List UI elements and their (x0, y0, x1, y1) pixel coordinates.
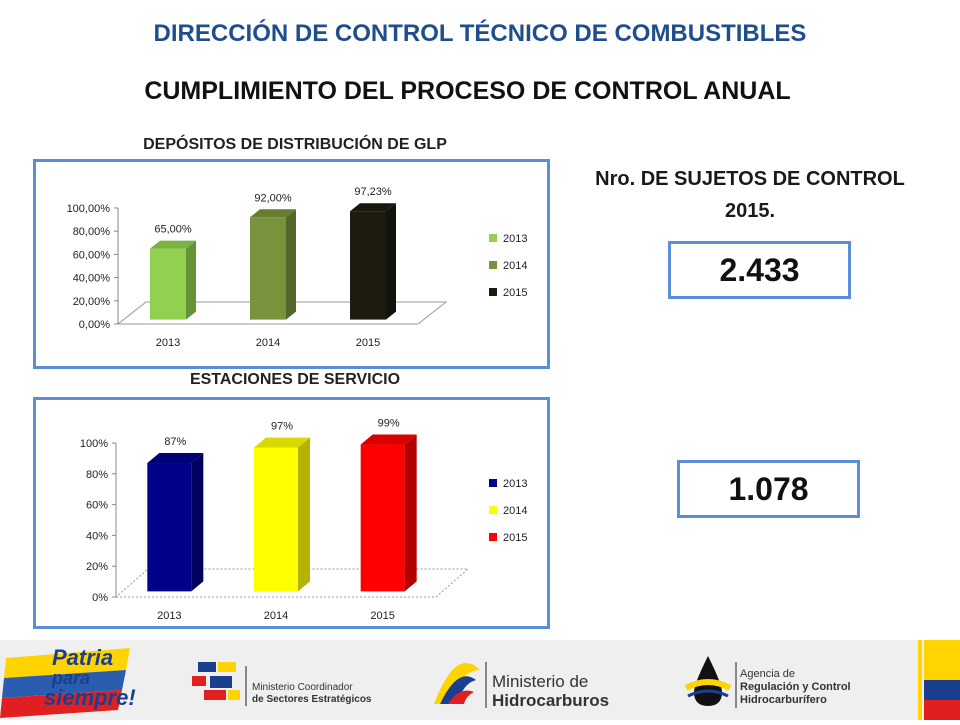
bar-front (150, 248, 186, 320)
chart2-svg: 0% 20% 40% 60% 80% 100% 87% 2013 97% 2014 99% 2015 2… (80, 418, 528, 622)
y-tick-label: 100,00% (67, 203, 111, 215)
data-label: 92,00% (254, 192, 292, 204)
x-tick-label: 2014 (264, 610, 288, 622)
legend-label: 2015 (503, 287, 527, 299)
bar-front (147, 463, 192, 592)
bar-2014 (250, 209, 296, 320)
bar-2015 (360, 434, 417, 592)
mh-emblem-icon (434, 662, 480, 704)
legend-swatch (489, 234, 497, 242)
x-tick-label: 2013 (157, 610, 181, 622)
bar-top (250, 209, 296, 218)
chart1-frame: 0,00% 20,00% 40,00% 60,00% 80,00% 100,00% 65,0… (33, 159, 550, 369)
control-subjects-title-line1: Nro. DE SUJETOS DE CONTROL (595, 168, 905, 190)
bar-side (386, 203, 396, 320)
bar-2013 (147, 453, 204, 592)
legend-label: 2013 (503, 233, 527, 245)
legend-swatch (489, 533, 497, 541)
es-count-value: 1.078 (728, 471, 809, 507)
legend-label: 2013 (503, 478, 527, 490)
bar-2013 (150, 240, 196, 320)
chart1-svg: 0,00% 20,00% 40,00% 60,00% 80,00% 100,00% 65,0… (67, 186, 528, 349)
legend-swatch (489, 479, 497, 487)
chart2-frame: 0% 20% 40% 60% 80% 100% 87% 2013 97% 2014 99% 2015 2… (33, 397, 550, 629)
patria-line3: siempre! (44, 685, 136, 710)
arch-logo: Agencia de Regulación y Control Hidrocar… (680, 640, 870, 720)
arch-line2: Regulación y Control (740, 681, 851, 693)
y-tick-label: 80,00% (73, 226, 111, 238)
bar-side (191, 453, 204, 592)
bar-2015 (350, 203, 396, 320)
oil-drop-icon (684, 656, 732, 706)
y-tick-label: 20% (86, 561, 108, 573)
y-tick-label: 20,00% (73, 296, 111, 308)
es-count-box: 1.078 (677, 460, 860, 518)
legend-swatch (489, 261, 497, 269)
bar-2014 (254, 437, 310, 592)
bar-front (250, 217, 286, 320)
control-subjects-title-line2: 2015. (724, 200, 776, 222)
ecuador-stripes-icon (0, 648, 130, 718)
arch-line1: Agencia de (740, 668, 796, 680)
patria-logo: Patria para siempre! (0, 640, 140, 720)
legend-swatch (489, 288, 497, 296)
bar-front (350, 211, 386, 320)
x-tick-label: 2013 (156, 337, 180, 349)
y-tick-label: 100% (80, 438, 108, 450)
legend-label: 2015 (503, 532, 527, 544)
chart1-title: DEPÓSITOS DE DISTRIBUCIÓN DE GLP (143, 136, 447, 153)
mh-line2: Hidrocarburos (492, 691, 610, 710)
bar-side (286, 209, 296, 320)
bar-top (350, 203, 396, 212)
patria-line2: para (52, 668, 91, 688)
legend-label: 2014 (503, 505, 527, 517)
bar-side (186, 240, 196, 320)
x-tick-label: 2014 (256, 337, 280, 349)
mcse-emblem-icon (192, 662, 240, 700)
y-tick-label: 60% (86, 500, 108, 512)
x-tick-label: 2015 (356, 337, 380, 349)
flag-stripes (918, 640, 960, 720)
bar-top (254, 437, 310, 448)
mh-line1: Ministerio de (492, 672, 589, 691)
mh-logo: Ministerio de Hidrocarburos (430, 640, 620, 720)
mcse-line1: Ministerio Coordinador (252, 682, 353, 693)
chart-floor (116, 301, 448, 325)
chart2-title: ESTACIONES DE SERVICIO (189, 371, 401, 388)
patria-line1: Patria (52, 645, 114, 670)
page-title: DIRECCIÓN DE CONTROL TÉCNICO DE COMBUSTI… (153, 20, 807, 47)
page-subtitle: CUMPLIMIENTO DEL PROCESO DE CONTROL ANUA… (144, 77, 791, 105)
bar-top (360, 434, 417, 445)
bar-side (404, 434, 417, 592)
y-tick-label: 80% (86, 469, 108, 481)
y-tick-label: 60,00% (73, 249, 111, 261)
data-label: 87% (164, 436, 186, 448)
legend-swatch (489, 506, 497, 514)
bar-top (150, 240, 196, 249)
arch-line3: Hidrocarburífero (740, 694, 827, 706)
footer-logos: Patria para siempre! Ministerio Coordina… (0, 640, 960, 720)
mcse-logo: Ministerio Coordinador de Sectores Estra… (190, 640, 380, 720)
bar-top (147, 453, 204, 464)
bar-front (360, 444, 405, 592)
data-label: 99% (378, 418, 400, 430)
data-label: 97,23% (354, 186, 392, 198)
x-tick-label: 2015 (370, 610, 394, 622)
bar-side (298, 437, 310, 592)
data-label: 65,00% (154, 224, 192, 236)
y-tick-label: 40,00% (73, 273, 111, 285)
y-tick-label: 0,00% (79, 319, 110, 331)
mcse-line2: de Sectores Estratégicos (252, 694, 372, 705)
chart-floor (114, 568, 470, 598)
bar-front (254, 447, 298, 592)
data-label: 97% (271, 421, 293, 433)
y-tick-label: 40% (86, 530, 108, 542)
y-tick-label: 0% (92, 592, 108, 604)
glp-count-value: 2.433 (719, 252, 800, 288)
control-subjects-title: Nro. DE SUJETOS DE CONTROL 2015. (570, 163, 930, 227)
glp-count-box: 2.433 (668, 241, 851, 299)
legend-label: 2014 (503, 260, 527, 272)
